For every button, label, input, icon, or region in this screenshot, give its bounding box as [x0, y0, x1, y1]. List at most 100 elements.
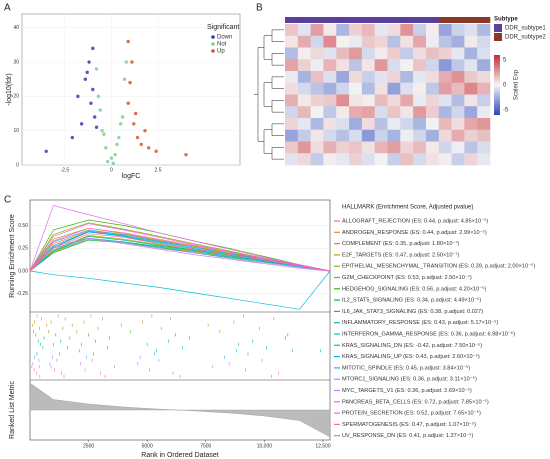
heat-cell [387, 129, 401, 142]
heat-cell [477, 71, 491, 84]
heat-cell [297, 129, 311, 142]
heat-cell [413, 71, 427, 84]
panel-label: C [4, 195, 11, 206]
point [109, 156, 114, 160]
legend-title: Significant [207, 24, 239, 31]
heat-cell [297, 47, 311, 60]
heat-cell [323, 141, 337, 154]
heat-cell [297, 59, 311, 72]
annotation-cell [387, 17, 401, 23]
point [124, 60, 129, 64]
es-line [29, 205, 331, 272]
legend-swatch [494, 33, 502, 41]
heat-cell [374, 59, 388, 72]
point [113, 153, 117, 157]
heat-cell [374, 82, 388, 95]
point [117, 135, 121, 140]
heat-cell [285, 141, 299, 154]
heat-cell [310, 35, 324, 48]
heat-cell [438, 47, 452, 60]
point [98, 108, 102, 112]
legend-label: E2F_TARGETS (ES: 0.47, p.adjust: 2.50×10… [342, 251, 459, 258]
annotation-cell [374, 17, 388, 23]
heat-cell [451, 94, 465, 107]
heat-cell [361, 24, 375, 37]
heat-cell [349, 59, 363, 72]
heat-cell [285, 153, 299, 166]
legend-label: EPITHELIAL_MESENCHYMAL_TRANSITION (ES: 0… [342, 263, 535, 270]
heat-cell [400, 106, 414, 119]
heat-cell [349, 82, 363, 95]
heat-cell [310, 94, 324, 107]
heat-cell [438, 82, 452, 95]
y-axis-title: -log10(fdr) [6, 73, 13, 105]
point [111, 161, 115, 165]
panel-label: B [256, 3, 263, 14]
legend-marker [211, 35, 215, 39]
heat-cell [438, 35, 452, 48]
legend-title: Subtype [494, 17, 518, 23]
heat-cell [451, 141, 465, 154]
heat-cell [323, 24, 337, 37]
heat-cell [413, 94, 427, 107]
point [85, 70, 89, 75]
heat-cell [451, 129, 465, 142]
y-tick-label: 0.00 [18, 268, 28, 274]
heat-cell [413, 35, 427, 48]
heat-cell [361, 47, 375, 60]
heat-cell [285, 106, 299, 119]
point [115, 142, 119, 147]
heat-cell [310, 141, 324, 154]
point [184, 153, 188, 157]
heat-cell [477, 118, 491, 131]
heat-cell [451, 71, 465, 84]
heat-cell [374, 24, 388, 37]
heat-cell [285, 118, 299, 131]
heat-cell [400, 94, 414, 107]
heat-cell [438, 118, 452, 131]
heat-cell [297, 153, 311, 166]
legend-label: MYC_TARGETS_V1 (ES: 0.36, p.adjust: 2.69… [342, 387, 472, 394]
heat-cell [297, 141, 311, 154]
heat-cell [310, 118, 324, 131]
annotation-cell [400, 17, 414, 23]
heat-cell [336, 71, 350, 84]
heat-cell [387, 59, 401, 72]
heat-cell [361, 129, 375, 142]
point [79, 122, 84, 126]
annotation-cell [336, 17, 350, 23]
annotation-cell [477, 17, 491, 23]
point [44, 149, 48, 153]
legend-label: INTERFERON_GAMMA_RESPONSE (ES: 0.36, p.a… [342, 330, 515, 337]
legend-marker [211, 49, 215, 53]
heat-cell [387, 82, 401, 95]
heat-cell [464, 153, 478, 166]
heat-cell [464, 35, 478, 48]
heat-cell [336, 35, 350, 48]
heat-cell [425, 129, 440, 142]
heat-cell [464, 118, 478, 131]
annotation-cell [413, 17, 427, 23]
heat-cell [361, 59, 375, 72]
legend-label: IL2_STAT5_SIGNALING (ES: 0.34, p.adjust:… [342, 297, 481, 304]
point [96, 94, 101, 99]
heat-cell [349, 71, 363, 84]
heat-cell [425, 106, 440, 119]
legend-marker [211, 42, 215, 46]
heat-cell [361, 106, 375, 119]
heat-cell [349, 94, 363, 107]
heat-cell [349, 153, 363, 166]
heat-cell [323, 106, 337, 119]
heat-cell [297, 24, 311, 37]
point [91, 87, 95, 92]
annotation-cell [361, 17, 375, 23]
heat-cell [464, 141, 478, 154]
heat-cell [285, 94, 299, 107]
point [135, 135, 140, 140]
heat-cell [349, 106, 363, 119]
x-tick-label: 10,000 [257, 443, 273, 449]
heat-cell [310, 129, 324, 142]
point [87, 60, 91, 64]
annotation-cell [349, 17, 363, 23]
